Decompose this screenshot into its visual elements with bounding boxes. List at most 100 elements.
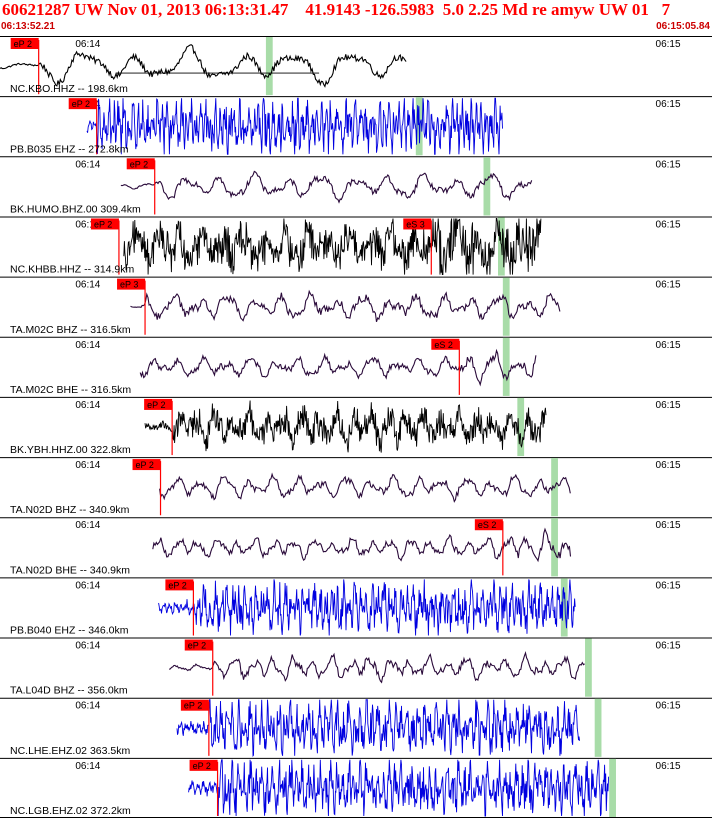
p-pick-label: eP 2 [72, 99, 90, 109]
p-pick-label: eP 2 [193, 761, 211, 771]
station-label: NC.LHE.EHZ.02 363.5km [10, 745, 130, 757]
timing-window [517, 397, 525, 457]
minute-label-start: 06:14 [75, 520, 100, 531]
minute-label-end: 06:15 [656, 701, 681, 712]
p-pick-flag[interactable] [90, 218, 119, 230]
minute-label-start: 06:14 [75, 460, 100, 471]
minute-label-start: 06:14 [75, 340, 100, 351]
minute-label-end: 06:15 [656, 400, 681, 411]
p-pick-flag[interactable] [184, 639, 213, 651]
s-pick-flag[interactable] [403, 218, 432, 230]
p-pick-flag[interactable] [180, 699, 209, 711]
p-pick-label: eP 3 [120, 280, 138, 290]
p-pick-label: eP 2 [184, 701, 202, 711]
waveform [0, 44, 407, 88]
waveform [120, 170, 533, 204]
minute-label-start: 06:14 [75, 701, 100, 712]
p-pick-label: eP 2 [188, 641, 206, 651]
p-pick-flag[interactable] [10, 38, 39, 49]
p-pick-label: eP 2 [94, 219, 112, 229]
minute-label-end: 06:15 [656, 340, 681, 351]
station-label: NC.LGB.EHZ.02 372.2km [10, 805, 131, 817]
minute-label-start: 06:14 [75, 280, 100, 291]
timing-window [502, 277, 510, 336]
p-pick-flag[interactable] [126, 158, 155, 170]
minute-label-end: 06:15 [656, 580, 681, 591]
minute-label-end: 06:15 [656, 159, 681, 170]
event-title: 60621287 UW Nov 01, 2013 06:13:31.47 41.… [2, 0, 671, 19]
minute-label-start: 06:14 [75, 39, 100, 50]
p-pick-flag[interactable] [144, 398, 173, 410]
minute-label-start: 06:14 [75, 580, 100, 591]
timing-window [551, 518, 558, 577]
station-label: TA.M02C BHZ -- 316.5km [10, 324, 131, 336]
event-header: 60621287 UW Nov 01, 2013 06:13:31.47 41.… [0, 0, 712, 36]
waveform [152, 527, 572, 563]
p-pick-flag[interactable] [189, 759, 218, 771]
waveform [86, 97, 503, 155]
trace-row-bk-ybh--hhz-00: 06:14 06:15 eP 2 BK.YBH.HHZ.00 322.8km [0, 396, 712, 457]
p-pick-label: eP 2 [130, 159, 148, 169]
p-pick-label: eP 2 [147, 400, 165, 410]
waveform [159, 472, 571, 503]
timing-window [585, 638, 592, 697]
trace-row-ta-m02c--bhe: 06:14 06:15 eS 2 TA.M02C BHE -- 316.5km [0, 336, 712, 396]
start-time: 06:13:52.21 [1, 21, 55, 32]
p-pick-flag[interactable] [68, 98, 97, 110]
waveform [130, 289, 561, 322]
waveform [168, 651, 585, 684]
p-pick-label: eP 2 [136, 460, 154, 470]
trace-row-nc-khbb--hhz: 06:14 06:15 eP 2 eS 3 NC.KHBB.HHZ -- 314.9km [0, 216, 712, 276]
timing-window [502, 337, 510, 396]
trace-row-ta-n02d--bhe: 06:14 06:15 eS 2 TA.N02D BHE -- 340.9km [0, 517, 712, 577]
minute-label-end: 06:15 [656, 219, 681, 230]
station-label: TA.M02C BHE -- 316.5km [10, 384, 131, 396]
station-label: TA.N02D BHE -- 340.9km [10, 564, 130, 576]
minute-label-start: 06:14 [75, 641, 100, 652]
trace-row-pb-b040--ehz: 06:14 06:15 eP 2 PB.B040 EHZ -- 346.0km [0, 577, 712, 637]
station-label: NC.KHBB.HHZ -- 314.9km [10, 264, 135, 276]
p-pick-flag[interactable] [132, 459, 161, 471]
trace-row-ta-m02c--bhz: 06:14 06:15 eP 3 TA.M02C BHZ -- 316.5km [0, 276, 712, 336]
minute-label-end: 06:15 [656, 99, 681, 110]
station-label: TA.N02D BHZ -- 340.9km [10, 504, 130, 516]
station-label: PB.B035 EHZ -- 272.8km [10, 143, 129, 155]
s-pick-flag[interactable] [431, 338, 460, 350]
trace-row-ta-l04d--bhz: 06:14 06:15 eP 2 TA.L04D BHZ -- 356.0km [0, 637, 712, 697]
minute-label-start: 06:14 [75, 219, 100, 230]
minute-label-end: 06:15 [656, 460, 681, 471]
minute-label-end: 06:15 [656, 39, 681, 50]
p-pick-flag[interactable] [117, 278, 146, 290]
waveform [158, 579, 576, 636]
minute-label-start: 06:14 [75, 761, 100, 772]
s-pick-label: eS 2 [434, 340, 453, 350]
timing-window [560, 578, 568, 637]
trace-row-nc-lgb--ehz-02: 06:14 06:15 eP 2 NC.LGB.EHZ.02 372.2km [0, 757, 712, 817]
waveform [176, 699, 581, 758]
station-label: PB.B040 EHZ -- 346.0km [10, 625, 129, 637]
trace-row-nc-kbo--hhz: 06:14 06:15 eP 2 NC.KBO.HHZ -- 198.6km [0, 36, 712, 96]
timing-window [265, 37, 273, 96]
waveform [144, 400, 547, 453]
minute-label-end: 06:15 [656, 520, 681, 531]
timing-window [609, 758, 616, 817]
trace-row-ta-n02d--bhz: 06:14 06:15 eP 2 TA.N02D BHZ -- 340.9km [0, 457, 712, 517]
s-pick-flag[interactable] [474, 519, 503, 531]
p-pick-flag[interactable] [165, 579, 194, 591]
minute-label-end: 06:15 [656, 280, 681, 291]
station-label: NC.KBO.HHZ -- 198.6km [10, 83, 128, 95]
minute-label-start: 06:14 [75, 400, 100, 411]
waveform [188, 759, 610, 817]
minute-label-end: 06:15 [656, 641, 681, 652]
station-label: BK.HUMO.BHZ.00 309.4km [10, 203, 141, 215]
minute-label-start: 06:14 [75, 159, 100, 170]
p-pick-label: eP 2 [168, 580, 186, 590]
p-pick-label: eP 2 [14, 39, 32, 49]
timing-window [594, 698, 602, 757]
s-pick-label: eS 2 [478, 520, 497, 530]
waveform [123, 218, 542, 276]
minute-label-end: 06:15 [656, 761, 681, 772]
s-pick-label: eS 3 [406, 219, 425, 229]
